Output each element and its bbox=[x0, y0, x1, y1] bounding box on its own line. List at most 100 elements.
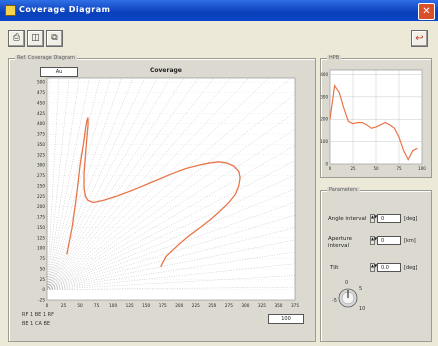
coverage-y-tick-label: 475 bbox=[37, 90, 45, 95]
coverage-ray bbox=[47, 93, 295, 290]
coverage-ray bbox=[47, 78, 231, 290]
coverage-y-tick-label: 150 bbox=[37, 225, 45, 230]
knob-label: -5 bbox=[332, 298, 337, 304]
hpb-grid bbox=[329, 70, 423, 165]
coverage-ray bbox=[47, 78, 80, 290]
coverage-y-tick-label: 400 bbox=[37, 121, 45, 126]
coverage-ray bbox=[47, 145, 295, 290]
coverage-ray bbox=[47, 112, 295, 290]
hpb-series-line bbox=[329, 84, 418, 161]
legend-item-1: RF 1 BE 1 RF bbox=[22, 312, 55, 318]
tilt-knob[interactable]: -5 0 5 10 bbox=[330, 276, 370, 320]
legend-item-2: BE 1 CA BE bbox=[22, 321, 51, 327]
coverage-y-tick-label: 500 bbox=[37, 80, 45, 85]
aperture-unit: [km] bbox=[404, 238, 416, 244]
aperture-interval-field[interactable]: 0 bbox=[377, 236, 401, 245]
tilt-label: Tilt bbox=[330, 265, 339, 271]
coverage-grid bbox=[47, 78, 295, 300]
hpb-y-tick-label: 200 bbox=[320, 117, 328, 122]
coverage-plot-area bbox=[46, 77, 296, 301]
parameters-panel-label: Parameters bbox=[327, 187, 360, 193]
coverage-ray bbox=[47, 78, 158, 290]
app-icon bbox=[5, 5, 16, 16]
mode-selector[interactable]: Au bbox=[40, 67, 78, 77]
coverage-y-tick-label: 350 bbox=[37, 142, 45, 147]
coverage-x-tick-label: 50 bbox=[77, 303, 83, 308]
hpb-y-tick-label: 400 bbox=[320, 72, 328, 77]
coverage-y-tick-label: 450 bbox=[37, 100, 45, 105]
coverage-x-tick-label: 300 bbox=[241, 303, 249, 308]
coverage-ray bbox=[47, 78, 250, 290]
coverage-ray bbox=[47, 239, 295, 290]
save-button[interactable]: ◫ bbox=[27, 30, 44, 47]
coverage-ray bbox=[47, 78, 111, 290]
parameters-panel: Parameters bbox=[320, 187, 432, 342]
knob-label: 10 bbox=[359, 306, 365, 312]
hpb-ticks: 0 25 50 75 100 400 300 200 100 0 bbox=[320, 72, 426, 171]
coverage-y-tick-label: 300 bbox=[37, 163, 45, 168]
coverage-ray bbox=[47, 160, 295, 290]
knob-label: 0 bbox=[345, 280, 348, 286]
coverage-x-tick-label: 275 bbox=[225, 303, 233, 308]
coverage-y-tick-label: 200 bbox=[37, 204, 45, 209]
tilt-field[interactable]: 0.0 bbox=[377, 263, 401, 272]
coverage-y-tick-label: 275 bbox=[37, 173, 45, 178]
coverage-x-tick-label: 125 bbox=[126, 303, 134, 308]
hpb-y-tick-label: 100 bbox=[320, 139, 328, 144]
angle-interval-label: Angle interval bbox=[328, 216, 367, 222]
copy-button[interactable]: ⧉ bbox=[46, 30, 63, 47]
coverage-x-tick-label: 175 bbox=[159, 303, 167, 308]
hpb-x-tick-label: 100 bbox=[418, 166, 426, 171]
coverage-y-tick-label: 225 bbox=[37, 194, 45, 199]
coverage-ray bbox=[47, 78, 171, 290]
knob-label: 5 bbox=[359, 286, 362, 292]
aperture-interval-label: Aperture interval bbox=[328, 236, 353, 249]
coverage-ray bbox=[47, 78, 101, 290]
coverage-x-tick-label: 325 bbox=[258, 303, 266, 308]
coverage-x-tick-label: 250 bbox=[208, 303, 216, 308]
window-title: Coverage Diagram bbox=[19, 5, 111, 14]
zoom-field[interactable]: 100 bbox=[268, 314, 304, 324]
coverage-ray bbox=[47, 78, 270, 290]
close-button[interactable]: ✕ bbox=[418, 3, 435, 20]
coverage-y-tick-label: 0 bbox=[42, 287, 45, 292]
coverage-y-tick-label: 75 bbox=[40, 256, 46, 261]
hpb-x-tick-label: 50 bbox=[373, 166, 379, 171]
coverage-ray bbox=[47, 78, 199, 290]
coverage-ray bbox=[47, 78, 90, 290]
angle-unit: [deg] bbox=[404, 216, 418, 222]
coverage-y-tick-label: 25 bbox=[40, 277, 46, 282]
coverage-x-tick-label: 100 bbox=[109, 303, 117, 308]
coverage-ray bbox=[47, 227, 295, 290]
coverage-y-tick-label: 50 bbox=[40, 266, 46, 271]
coverage-y-tick-label: 425 bbox=[37, 111, 45, 116]
coverage-plot-title: Coverage bbox=[150, 67, 182, 74]
coverage-x-tick-label: 25 bbox=[61, 303, 67, 308]
coverage-x-tick-label: 0 bbox=[46, 303, 49, 308]
coverage-ray bbox=[47, 129, 295, 290]
angle-spin[interactable]: ▲▼ bbox=[370, 214, 377, 223]
coverage-x-tick-label: 375 bbox=[291, 303, 299, 308]
hpb-x-tick-label: 0 bbox=[329, 166, 332, 171]
angle-interval-field[interactable]: 0 bbox=[377, 214, 401, 223]
hpb-y-tick-label: 300 bbox=[320, 94, 328, 99]
coverage-series-line bbox=[66, 117, 241, 268]
coverage-ray bbox=[47, 275, 295, 290]
coverage-x-tick-label: 150 bbox=[142, 303, 150, 308]
tilt-spin[interactable]: ▲▼ bbox=[370, 263, 377, 272]
coverage-ray bbox=[47, 263, 295, 290]
aperture-spin[interactable]: ▲▼ bbox=[370, 236, 377, 245]
coverage-x-tick-label: 200 bbox=[175, 303, 183, 308]
title-bar: Coverage Diagram ✕ bbox=[0, 0, 438, 21]
coverage-ray bbox=[47, 78, 70, 290]
coverage-y-tick-label: 250 bbox=[37, 183, 45, 188]
hpb-y-tick-label: 0 bbox=[325, 162, 328, 167]
coverage-y-tick-label: 175 bbox=[37, 215, 45, 220]
coverage-x-tick-label: 75 bbox=[94, 303, 100, 308]
coverage-x-tick-label: 350 bbox=[274, 303, 282, 308]
exit-button[interactable]: ↩ bbox=[411, 30, 428, 47]
print-button[interactable]: ⎙ bbox=[8, 30, 25, 47]
coverage-y-tick-label: 325 bbox=[37, 152, 45, 157]
coverage-x-tick-label: 225 bbox=[192, 303, 200, 308]
